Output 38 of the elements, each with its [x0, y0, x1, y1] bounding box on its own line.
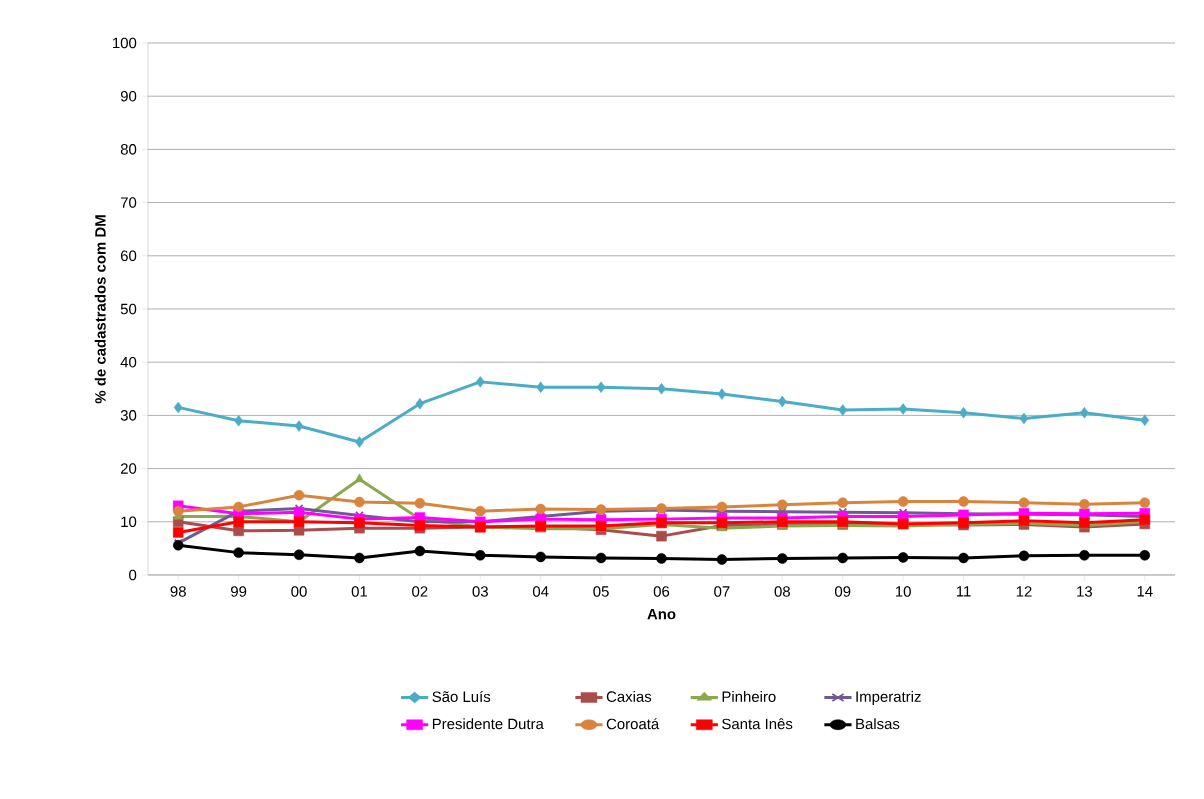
- x-tick-label: 14: [1137, 586, 1153, 597]
- legend-label: Balsas: [856, 718, 900, 730]
- y-tick-label: 30: [120, 410, 137, 421]
- legend-label: Coroatá: [606, 718, 660, 730]
- y-tick-label: 90: [120, 90, 137, 102]
- x-tick-label: 12: [1016, 586, 1032, 597]
- x-tick-label: 03: [472, 586, 488, 597]
- x-tick-label: 98: [170, 586, 186, 597]
- x-tick-label: 99: [231, 586, 247, 597]
- y-tick-label: 80: [120, 144, 137, 155]
- x-tick-label: 11: [956, 586, 971, 597]
- y-tick-label: 20: [120, 463, 137, 474]
- x-axis-title: Ano: [647, 608, 676, 620]
- x-tick-label: 06: [653, 586, 670, 597]
- x-tick-label: 00: [291, 586, 307, 597]
- legend-label: Caxias: [606, 690, 652, 702]
- legend-label: São Luís: [432, 690, 491, 703]
- y-tick-label: 60: [120, 250, 137, 262]
- legend-label: Pinheiro: [722, 690, 776, 702]
- x-tick-label: 02: [412, 586, 428, 597]
- x-tick-label: 13: [1077, 586, 1093, 597]
- legend-label: Santa Inês: [722, 718, 793, 730]
- x-tick-label: 04: [532, 586, 549, 597]
- y-tick-label: 50: [120, 303, 137, 315]
- legend-label: Presidente Dutra: [432, 718, 544, 730]
- y-tick-label: 10: [121, 516, 137, 528]
- x-tick-label: 10: [895, 586, 911, 597]
- y-axis-title: % de cadastrados com DM: [94, 215, 106, 404]
- legend-label: Imperatriz: [856, 690, 921, 705]
- y-tick-label: 0: [129, 569, 137, 581]
- x-tick-label: 07: [714, 586, 730, 597]
- y-tick-label: 70: [120, 197, 137, 208]
- x-tick-label: 09: [835, 586, 851, 597]
- x-tick-label: 01: [351, 586, 368, 597]
- y-tick-label: 100: [113, 37, 137, 49]
- x-tick-label: 08: [774, 586, 790, 597]
- y-tick-label: 40: [120, 356, 137, 368]
- x-tick-label: 05: [593, 586, 609, 597]
